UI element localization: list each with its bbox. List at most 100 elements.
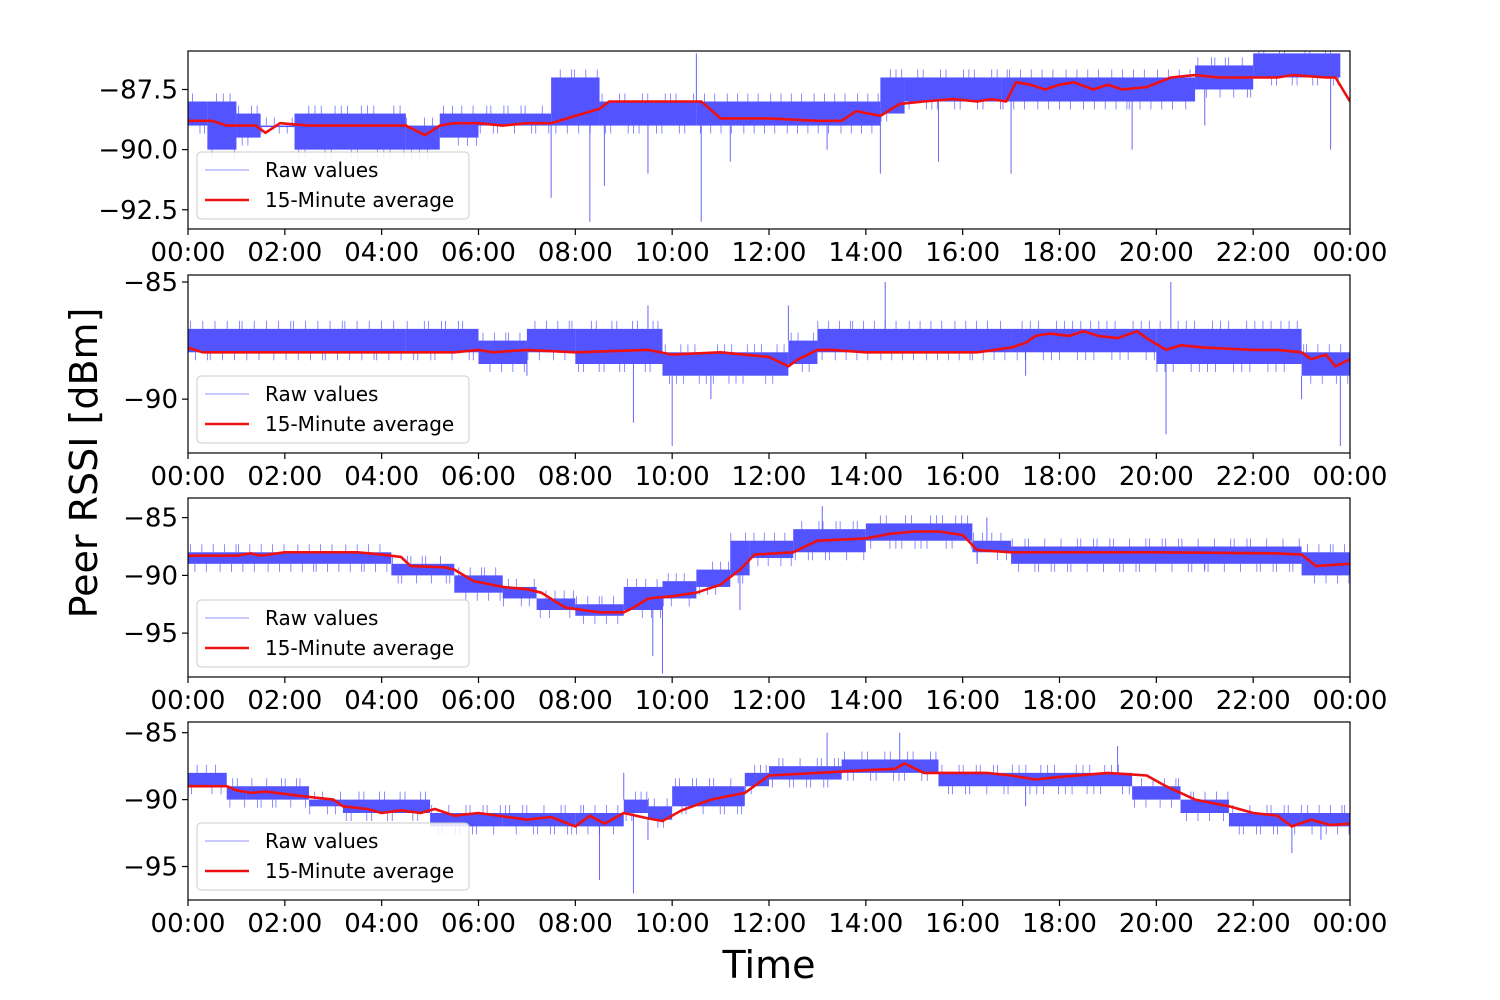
plot-area bbox=[188, 51, 1350, 222]
legend-average-label: 15-Minute average bbox=[265, 859, 454, 883]
y-axis-label: Peer RSSI [dBm] bbox=[62, 308, 106, 619]
x-tick-label: 12:00 bbox=[732, 909, 807, 939]
raw-values-band bbox=[575, 604, 624, 616]
x-tick-label: 06:00 bbox=[441, 238, 516, 268]
chart-panel-2: −85 −90 00:00 02:00 04:00 06:00 08:00 10:00 12:0… bbox=[123, 268, 1387, 492]
raw-values-band bbox=[575, 328, 663, 364]
legend: Raw values 15-Minute average bbox=[196, 375, 470, 444]
raw-values-band bbox=[405, 328, 479, 353]
x-tick-label: 02:00 bbox=[247, 238, 322, 268]
raw-values-band bbox=[730, 540, 750, 576]
raw-values-band bbox=[696, 569, 731, 587]
x-tick-label: 10:00 bbox=[635, 238, 710, 268]
raw-values-band bbox=[662, 352, 789, 376]
average-line bbox=[188, 73, 1350, 137]
y-tick-label: −90.0 bbox=[98, 136, 178, 166]
raw-values-band bbox=[672, 786, 745, 807]
x-tick-label: 04:00 bbox=[344, 238, 419, 268]
raw-values-band bbox=[1001, 77, 1196, 102]
raw-values-band bbox=[1301, 813, 1350, 827]
x-tick-label: 04:00 bbox=[344, 909, 419, 939]
x-tick-label: 12:00 bbox=[732, 462, 807, 492]
raw-values-band bbox=[342, 799, 431, 814]
raw-values-band bbox=[1132, 786, 1181, 800]
x-tick-label: 14:00 bbox=[828, 909, 903, 939]
raw-values-band bbox=[188, 552, 392, 564]
plot-area bbox=[188, 506, 1350, 674]
x-tick-label: 20:00 bbox=[1119, 686, 1194, 716]
chart-panel-3: −85 −90 −95 00:00 02:00 04:00 06:00 08:00 10:00 1… bbox=[123, 497, 1388, 716]
x-tick-label: 14:00 bbox=[828, 238, 903, 268]
chart-panel-1: −87.5 −90.0 −92.5 00:00 02:00 04:00 06:00 08:00… bbox=[98, 50, 1387, 268]
legend-box bbox=[196, 599, 470, 668]
legend: Raw values 15-Minute average bbox=[196, 822, 470, 891]
raw-values-band bbox=[502, 586, 537, 599]
legend-raw-label: Raw values bbox=[265, 829, 378, 853]
average-line bbox=[188, 762, 1350, 828]
x-tick-label: 04:00 bbox=[344, 462, 419, 492]
raw-values-band bbox=[1253, 53, 1341, 78]
raw-values-band bbox=[1301, 552, 1350, 576]
x-tick-label: 20:00 bbox=[1119, 909, 1194, 939]
raw-values-band bbox=[623, 586, 663, 611]
x-tick-label: 18:00 bbox=[1022, 686, 1097, 716]
legend-raw-label: Raw values bbox=[265, 158, 378, 182]
x-tick-label: 18:00 bbox=[1022, 238, 1097, 268]
average-line bbox=[188, 329, 1350, 368]
x-tick-label: 22:00 bbox=[1216, 238, 1291, 268]
raw-values-band bbox=[391, 563, 455, 576]
x-tick-label: 16:00 bbox=[925, 462, 1000, 492]
raw-values-band bbox=[938, 772, 1012, 787]
x-tick-label: 14:00 bbox=[828, 686, 903, 716]
x-tick-label: 10:00 bbox=[635, 686, 710, 716]
x-tick-label: 08:00 bbox=[538, 238, 613, 268]
x-tick-label: 14:00 bbox=[828, 462, 903, 492]
x-tick-label: 06:00 bbox=[441, 686, 516, 716]
x-tick-label: 00:00 bbox=[1313, 686, 1388, 716]
raw-values-band bbox=[454, 575, 503, 593]
x-tick-label: 18:00 bbox=[1022, 462, 1097, 492]
y-tick-label: −87.5 bbox=[98, 75, 178, 105]
x-tick-label: 00:00 bbox=[151, 462, 226, 492]
legend-box bbox=[196, 151, 470, 220]
x-tick-label: 20:00 bbox=[1119, 238, 1194, 268]
y-tick-label: −90 bbox=[123, 385, 178, 415]
legend-box bbox=[196, 375, 470, 444]
plot-area bbox=[188, 732, 1350, 894]
y-tick-label: −85 bbox=[123, 504, 178, 534]
x-tick-label: 12:00 bbox=[732, 686, 807, 716]
raw-values-band bbox=[1228, 813, 1302, 827]
legend-average-label: 15-Minute average bbox=[265, 188, 454, 212]
y-tick-label: −95 bbox=[123, 619, 178, 649]
raw-values-band bbox=[696, 101, 881, 126]
raw-values-band bbox=[904, 77, 1002, 102]
x-tick-label: 22:00 bbox=[1216, 686, 1291, 716]
average-line bbox=[188, 530, 1350, 614]
x-tick-label: 22:00 bbox=[1216, 909, 1291, 939]
y-tick-label: −95 bbox=[123, 853, 178, 883]
raw-values-band bbox=[972, 540, 1012, 553]
raw-values-band bbox=[1011, 772, 1133, 787]
raw-values-band bbox=[551, 77, 600, 126]
x-tick-label: 08:00 bbox=[538, 462, 613, 492]
x-tick-label: 06:00 bbox=[441, 909, 516, 939]
legend-average-label: 15-Minute average bbox=[265, 636, 454, 660]
x-tick-label: 00:00 bbox=[1313, 462, 1388, 492]
y-tick-label: −85 bbox=[123, 719, 178, 749]
y-tick-label: −92.5 bbox=[98, 196, 178, 226]
raw-values-band bbox=[309, 799, 343, 807]
x-axis-label: Time bbox=[722, 943, 816, 987]
x-tick-label: 08:00 bbox=[538, 686, 613, 716]
x-tick-label: 22:00 bbox=[1216, 462, 1291, 492]
x-tick-label: 00:00 bbox=[1313, 909, 1388, 939]
raw-values-band bbox=[1011, 546, 1302, 564]
raw-values-band bbox=[294, 113, 406, 150]
raw-values-band bbox=[647, 806, 673, 820]
x-tick-label: 12:00 bbox=[732, 238, 807, 268]
raw-values-band bbox=[536, 598, 576, 611]
x-tick-label: 16:00 bbox=[925, 238, 1000, 268]
plot-area bbox=[188, 282, 1350, 446]
x-tick-label: 16:00 bbox=[925, 909, 1000, 939]
